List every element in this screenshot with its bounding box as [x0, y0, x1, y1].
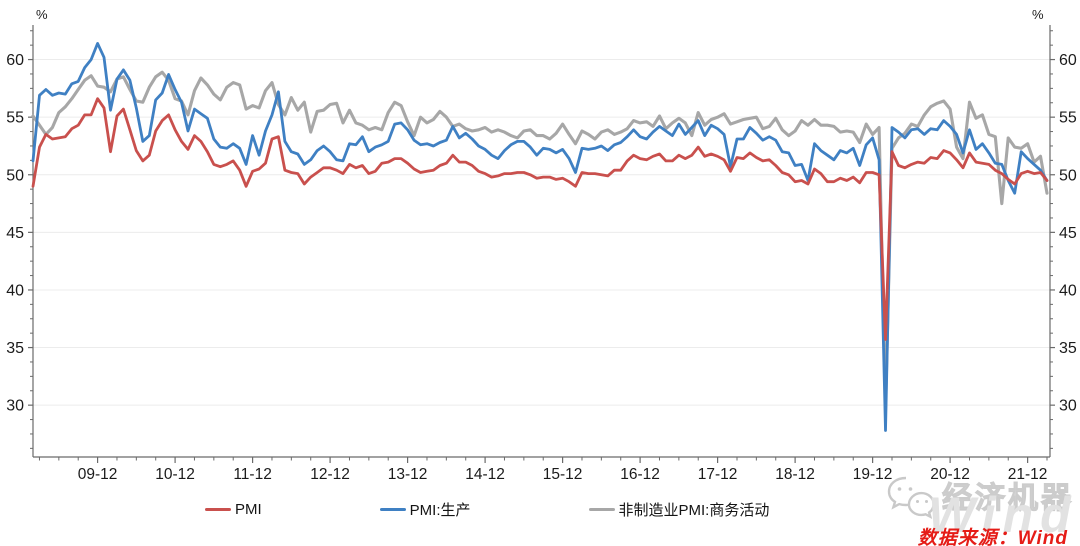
series-line-pmi	[31, 97, 1049, 341]
wechat-icon	[887, 476, 935, 520]
svg-text:30: 30	[6, 398, 24, 415]
data-source-label: 数据来源：Wind	[917, 528, 1068, 546]
svg-text:21-12: 21-12	[1008, 466, 1048, 483]
svg-text:13-12: 13-12	[388, 466, 428, 483]
svg-text:40: 40	[6, 282, 24, 299]
series-line-non-manufacturing	[31, 70, 1049, 412]
svg-text:16-12: 16-12	[620, 466, 660, 483]
svg-text:15-12: 15-12	[543, 466, 583, 483]
svg-text:14-12: 14-12	[465, 466, 505, 483]
y-axis-ticks: 30 30 35 35 40 40 45 45 50 50 55 55 60 60	[6, 30, 1077, 449]
brand-watermark: 经济机器	[884, 468, 1074, 522]
legend-label-pmi-production: PMI:生产	[409, 502, 471, 519]
svg-text:55: 55	[6, 110, 24, 127]
svg-text:60: 60	[6, 52, 24, 69]
legend-swatch-non-manufacturing	[588, 507, 615, 512]
svg-text:45: 45	[6, 225, 24, 242]
svg-text:50: 50	[6, 167, 24, 184]
svg-text:60: 60	[1059, 52, 1077, 69]
y-axis-unit-right: %	[1032, 7, 1044, 22]
svg-text:12-12: 12-12	[310, 466, 350, 483]
svg-text:17-12: 17-12	[698, 466, 738, 483]
svg-text:20-12: 20-12	[930, 466, 970, 483]
legend-swatch-pmi-production	[379, 507, 406, 512]
svg-text:55: 55	[1059, 110, 1077, 127]
legend-item-pmi: PMI	[205, 501, 262, 518]
svg-text:09-12: 09-12	[78, 466, 118, 483]
legend-label-pmi: PMI	[235, 501, 262, 518]
x-axis-ticks: 09-12 10-12 11-12 12-12 13-12 14-12 15-12 16-12…	[38, 457, 1048, 483]
svg-text:19-12: 19-12	[853, 466, 893, 483]
svg-text:10-12: 10-12	[155, 466, 195, 483]
svg-text:35: 35	[6, 340, 24, 357]
svg-text:30: 30	[1059, 398, 1077, 415]
legend-swatch-pmi	[205, 507, 231, 512]
legend: PMI PMI:生产 非制造业PMI:商务活动	[205, 499, 769, 520]
y-gridlines	[33, 59, 1050, 406]
axes	[32, 25, 1051, 458]
svg-text:35: 35	[1059, 340, 1077, 357]
svg-text:18-12: 18-12	[775, 466, 815, 483]
brand-watermark-text: 经济机器	[942, 482, 1074, 516]
svg-text:40: 40	[1059, 282, 1077, 299]
svg-text:45: 45	[1059, 225, 1077, 242]
svg-text:50: 50	[1059, 167, 1077, 184]
legend-item-non-manufacturing: 非制造业PMI:商务活动	[588, 499, 770, 520]
series-line-pmi-production	[31, 42, 1049, 432]
legend-item-pmi-production: PMI:生产	[379, 499, 471, 520]
wind-watermark: Wind	[928, 487, 1078, 543]
legend-label-non-manufacturing: 非制造业PMI:商务活动	[618, 502, 770, 519]
svg-text:11-12: 11-12	[233, 466, 272, 483]
y-axis-unit-left: %	[36, 7, 48, 22]
